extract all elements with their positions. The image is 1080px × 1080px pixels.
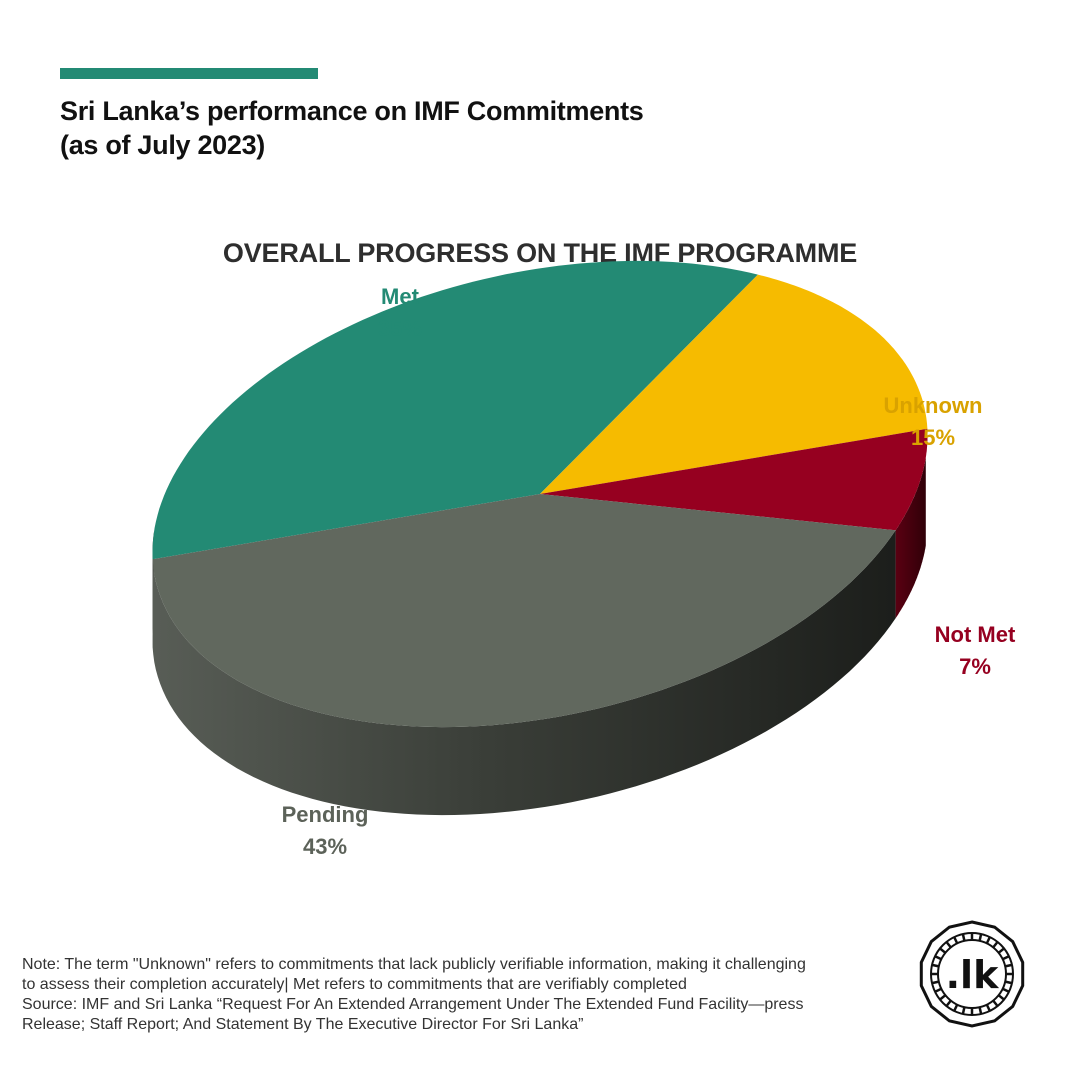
source-text: Source: IMF and Sri Lanka “Request For A… [22,996,804,1033]
label-unknown-name: Unknown [884,393,983,418]
pie-labels: Met 35% Unknown 15% Not Met 7% Pending 43% [282,284,1016,859]
title-line-1: Sri Lanka’s performance on IMF Commitmen… [60,96,644,126]
pie-slices [152,260,928,728]
footnotes: Note: The term "Unknown" refers to commi… [22,955,822,1035]
label-unknown-value: 15% [911,425,955,450]
pie-slice-met [152,260,758,560]
pie-slice-pending [152,494,896,728]
label-not-met-value: 7% [959,654,991,679]
accent-bar [60,68,318,79]
logo-text: .lk [946,953,999,997]
label-pending-name: Pending [282,802,369,827]
lk-logo: .lk [919,920,1025,1028]
chart-title: OVERALL PROGRESS ON THE IMF PROGRAMME [222,238,858,268]
pie-side-not-met [895,457,926,619]
label-met-name: Met [381,284,420,309]
pie-slice-not-met [540,428,928,531]
label-pending-value: 43% [303,834,347,859]
page-title: Sri Lanka’s performance on IMF Commitmen… [60,94,860,162]
pie-side-pending [152,530,896,816]
label-met-value: 35% [378,316,422,341]
note-text: Note: The term "Unknown" refers to commi… [22,956,806,993]
pie-slice-unknown [540,274,928,494]
label-not-met-name: Not Met [935,622,1016,647]
title-line-2: (as of July 2023) [60,130,265,160]
